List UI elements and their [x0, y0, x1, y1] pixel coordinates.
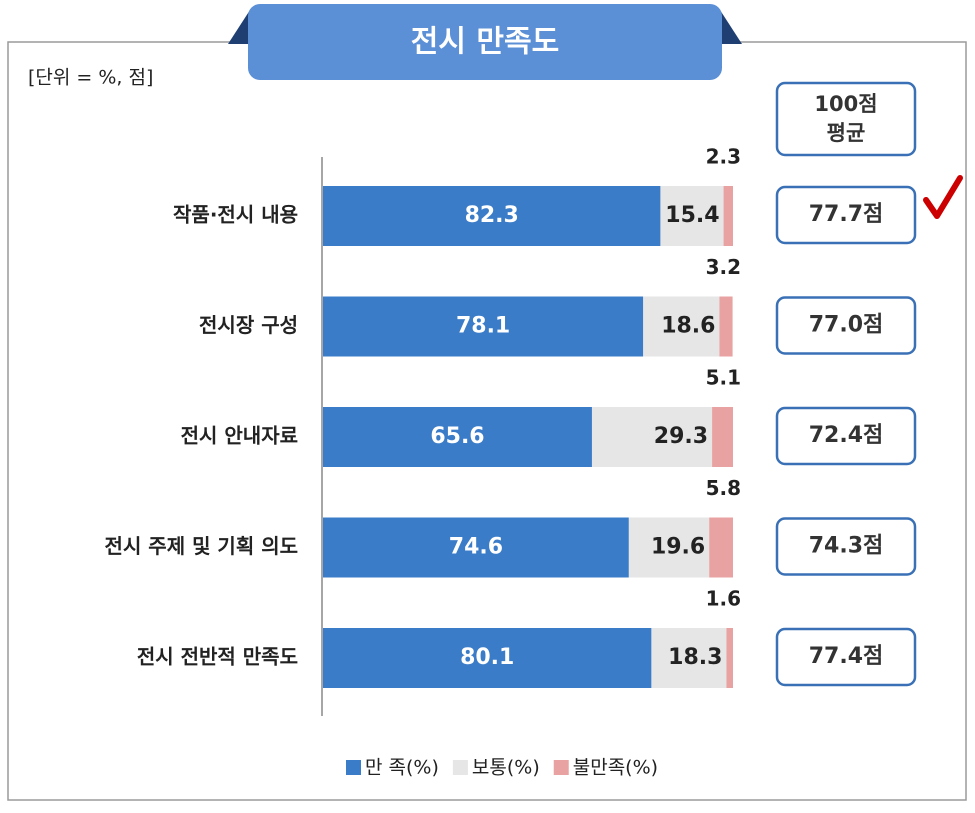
- data-label: 65.6: [430, 424, 484, 449]
- data-label: 78.1: [456, 314, 510, 339]
- score-label: 74.3점: [809, 534, 884, 559]
- title-ear: [720, 10, 742, 44]
- bar-segment: [726, 628, 733, 688]
- score-header-box: [775, 81, 917, 157]
- category-label: 전시 전반적 만족도: [137, 645, 298, 669]
- score-box: [775, 517, 917, 576]
- score-box: [775, 406, 917, 466]
- bar-segment: [323, 296, 644, 357]
- data-label: 82.3: [465, 203, 519, 228]
- data-label: 1.6: [706, 587, 741, 611]
- bar-segment: [323, 628, 652, 688]
- data-label: 18.3: [668, 645, 722, 670]
- category-label: 작품·전시 내용: [173, 203, 298, 227]
- score-label: 77.4점: [809, 644, 884, 669]
- title-ear: [228, 10, 250, 44]
- score-box: [775, 296, 917, 355]
- score-box: [775, 185, 917, 245]
- data-label: 5.8: [706, 476, 741, 500]
- legend-label: 보통(%): [472, 757, 540, 779]
- bar-segment: [660, 186, 724, 246]
- score-label: 72.4점: [809, 423, 884, 448]
- bar-segment: [709, 517, 733, 578]
- data-label: 5.1: [706, 366, 741, 390]
- data-label: 2.3: [706, 145, 741, 169]
- data-label: 74.6: [449, 535, 503, 560]
- score-label: 77.7점: [809, 202, 884, 227]
- chart-title: 전시 만족도: [411, 25, 559, 60]
- bar-segment: [719, 296, 733, 357]
- category-label: 전시 주제 및 기획 의도: [105, 534, 298, 558]
- unit-note: [단위 = %, 점]: [28, 67, 153, 89]
- score-label: 77.0점: [809, 313, 884, 338]
- legend-label: 불만족(%): [573, 757, 658, 779]
- score-box: [775, 627, 917, 687]
- category-label: 전시장 구성: [199, 313, 298, 337]
- score-header: 100점: [814, 92, 877, 116]
- bar-segment: [628, 517, 710, 578]
- legend-swatch: [553, 760, 569, 775]
- data-label: 19.6: [651, 535, 705, 560]
- bar-segment: [323, 186, 661, 246]
- data-label: 80.1: [460, 645, 514, 670]
- check-mark: [923, 175, 963, 219]
- data-label: 15.4: [665, 203, 719, 228]
- bar-segment: [712, 407, 733, 467]
- data-label: 29.3: [654, 424, 708, 449]
- data-label: 3.2: [706, 255, 741, 279]
- bar-segment: [591, 407, 713, 467]
- bar-segment: [651, 628, 727, 688]
- category-label: 전시 안내자료: [181, 424, 298, 448]
- legend-swatch: [346, 760, 361, 775]
- legend-label: 만 족(%): [365, 757, 439, 779]
- bar-segment: [723, 186, 733, 246]
- title-tab: [248, 4, 722, 80]
- bar-segment: [323, 517, 629, 578]
- bar-segment: [323, 407, 592, 467]
- bar-segment: [643, 296, 720, 357]
- data-label: 18.6: [661, 314, 715, 339]
- legend-swatch: [452, 760, 468, 775]
- score-header: 평균: [827, 121, 866, 145]
